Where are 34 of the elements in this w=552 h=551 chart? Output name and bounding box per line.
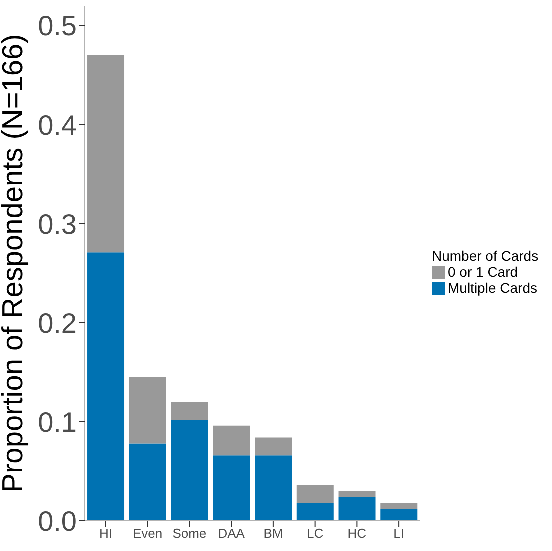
bar (255, 438, 292, 456)
bar (296, 485, 334, 504)
x-tick-label: Even (132, 526, 163, 542)
x-tick-label: HC (348, 526, 367, 542)
x-tick-label: HI (99, 526, 112, 542)
bar (88, 56, 125, 253)
bar (171, 402, 208, 420)
bar (129, 444, 166, 521)
y-tick-label: 0.1 (38, 406, 77, 438)
bar (380, 509, 418, 521)
legend-title: Number of Cards (432, 248, 539, 264)
legend-label: 0 or 1 Card (448, 264, 518, 280)
bar (296, 503, 334, 521)
bar (213, 456, 250, 521)
x-tick-label: Some (172, 526, 207, 542)
bar (213, 426, 250, 456)
legend-label: Multiple Cards (448, 280, 538, 296)
x-tick-label: DAA (218, 526, 246, 542)
y-tick-label: 0.4 (38, 110, 77, 141)
bar (338, 497, 376, 521)
y-tick-label: 0.3 (38, 208, 77, 240)
bar (338, 491, 376, 498)
bar (380, 503, 418, 510)
bar (171, 420, 208, 521)
bar (255, 456, 292, 521)
bar (129, 377, 166, 444)
y-tick-label: 0.0 (38, 506, 77, 537)
x-tick-label: LC (307, 526, 324, 542)
y-axis-title: Proportion of Respondents (N=166) (0, 34, 30, 493)
y-tick-label: 0.2 (38, 308, 77, 339)
bar (88, 252, 125, 521)
x-tick-label: LI (394, 526, 404, 542)
y-tick-label: 0.5 (38, 10, 77, 42)
x-tick-label: BM (264, 526, 284, 542)
